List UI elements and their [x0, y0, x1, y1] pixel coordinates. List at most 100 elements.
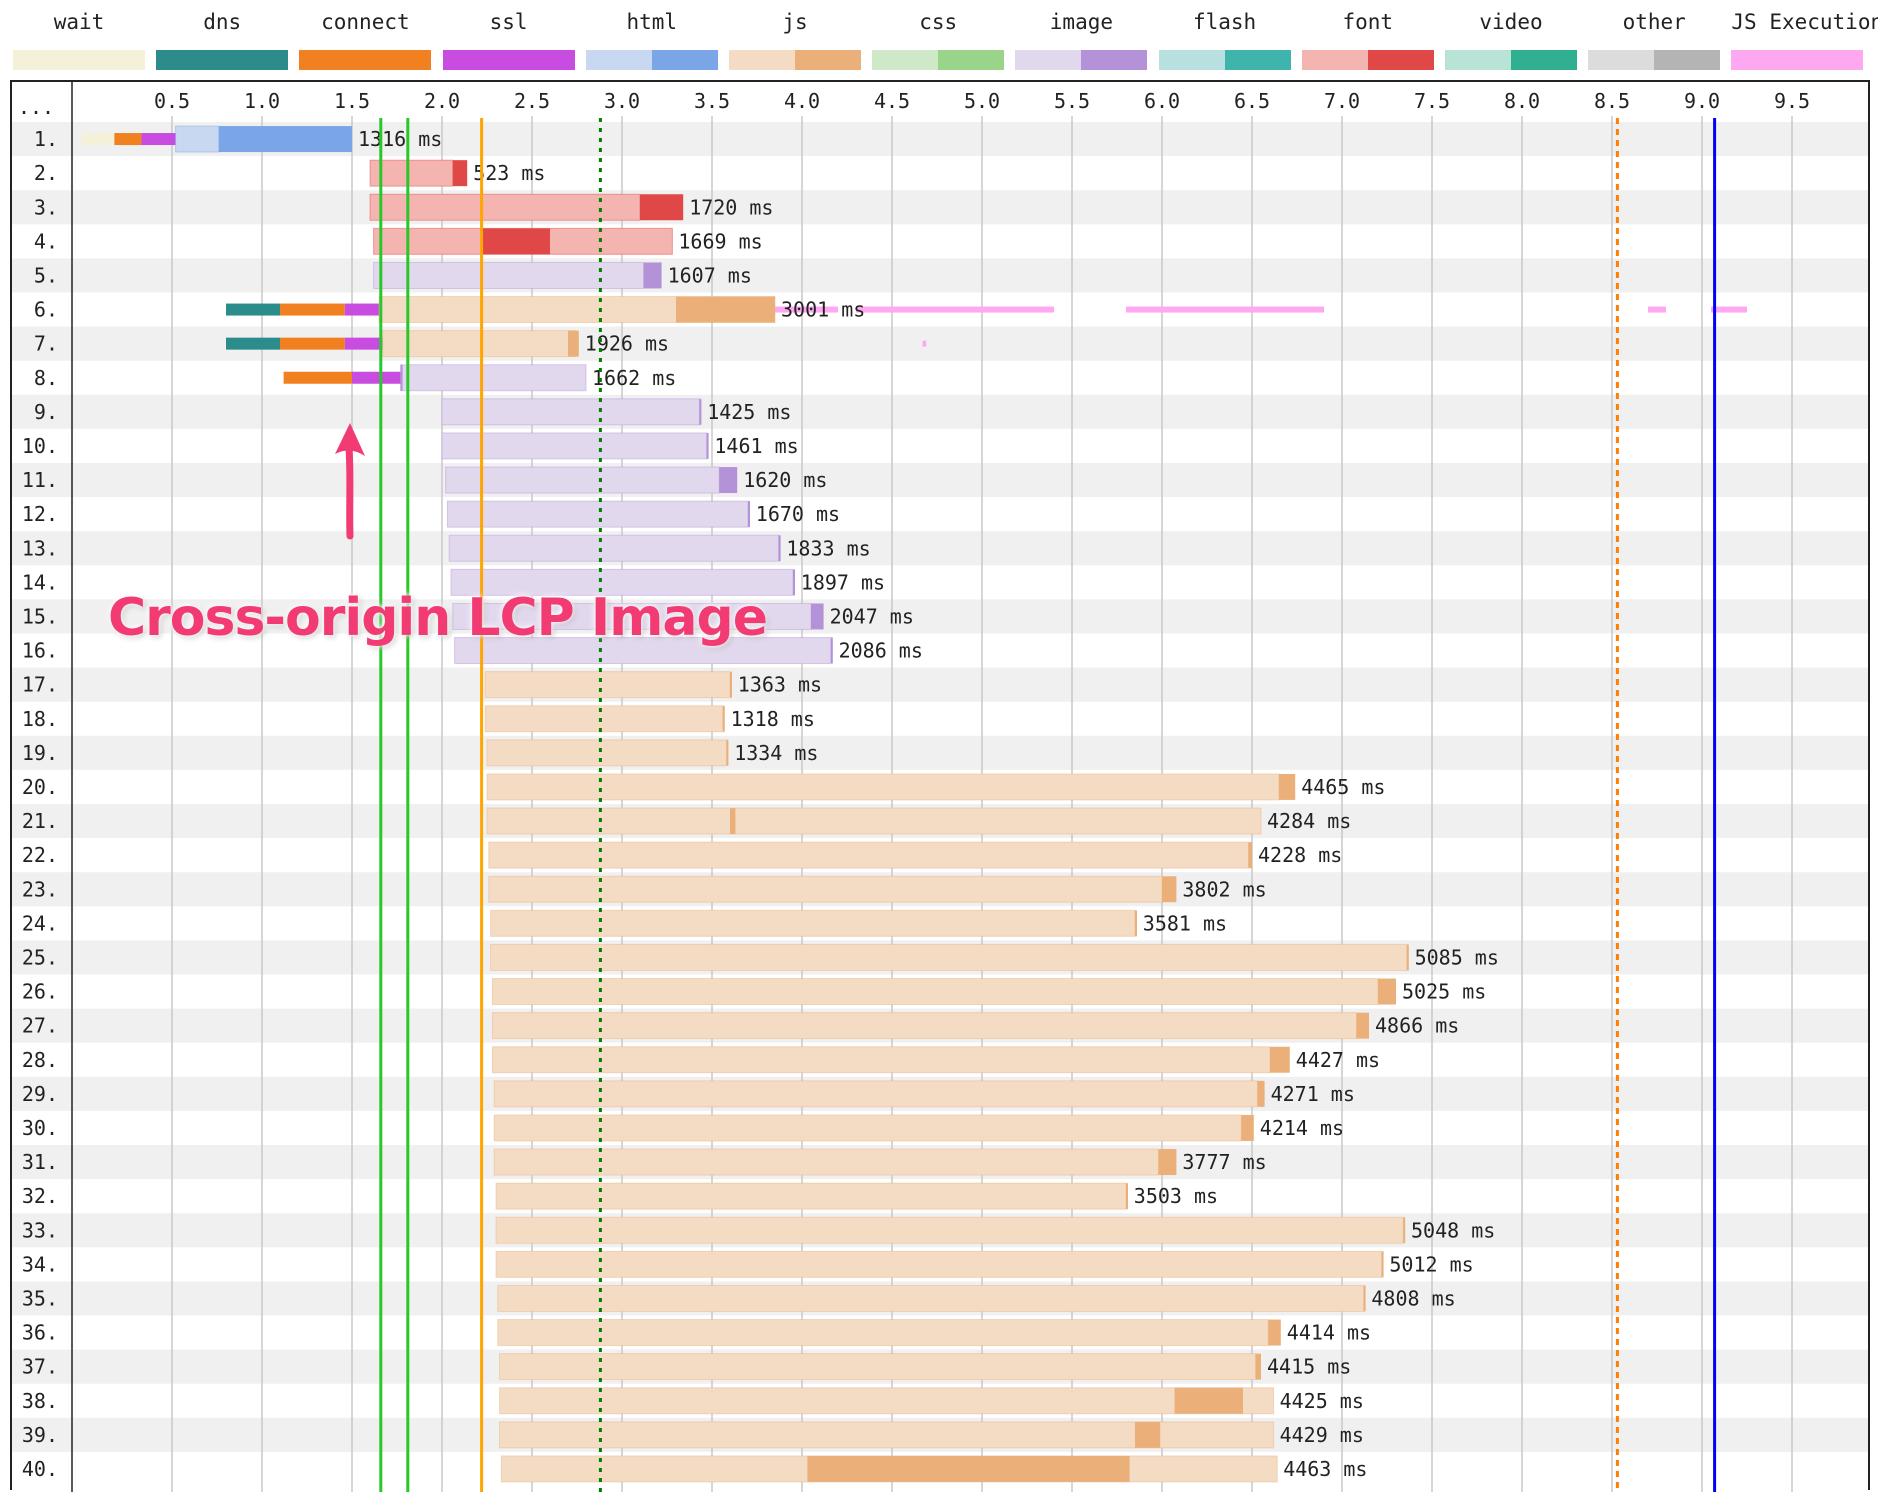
row-label: 24. — [22, 911, 58, 935]
download-segment — [748, 501, 750, 528]
legend: wait dns connect ssl html js css image flash font… — [0, 0, 1878, 72]
connect-segment — [283, 371, 352, 384]
row-label: 8. — [34, 366, 58, 390]
waterfall-svg: 0.5 1.0 1.5 2.0 2.5 3.0 3.5 4.0 4.5 5.0 5.5 6.0 6.5 7… — [12, 82, 1868, 1492]
bar-outline — [373, 227, 673, 255]
bar-outline — [491, 978, 1379, 1006]
row-label: 15. — [22, 604, 58, 628]
download-segment — [778, 535, 781, 562]
duration-label: 1461 ms — [714, 434, 798, 458]
row-label: 9. — [34, 400, 58, 424]
legend-label: dns — [203, 10, 242, 34]
duration-label: 1363 ms — [738, 673, 822, 697]
row-background — [12, 599, 1868, 634]
js-exec-segment — [922, 340, 927, 347]
annotation-arrow — [335, 423, 365, 540]
bar-outline — [488, 875, 1163, 903]
ttfb-segment — [382, 330, 576, 357]
duration-label: 4228 ms — [1258, 843, 1342, 867]
duration-label: 1926 ms — [585, 332, 669, 356]
ttfb-segment — [490, 944, 1407, 971]
ttfb-segment — [487, 739, 727, 766]
ssl-segment — [344, 303, 379, 316]
bar-outline — [493, 1114, 1242, 1142]
legend-item-dns: dns — [156, 6, 289, 70]
tick-label: 0.5 — [154, 89, 190, 113]
duration-label: 4808 ms — [1371, 1286, 1455, 1310]
ttfb-segment — [490, 910, 1136, 937]
download-segment — [1126, 1183, 1128, 1210]
js-exec-segment — [775, 306, 838, 313]
ttfb-segment — [492, 1012, 1357, 1039]
wait-segment — [82, 133, 115, 146]
download-segment — [1279, 773, 1296, 800]
bar-outline — [175, 125, 220, 153]
tick-label: 1.5 — [334, 89, 370, 113]
bar-outline — [486, 807, 1262, 835]
duration-label: 3001 ms — [781, 298, 865, 322]
ttfb-segment — [485, 671, 730, 698]
ttfb-segment — [454, 637, 831, 664]
duration-label: 4214 ms — [1260, 1116, 1344, 1140]
download-segment — [706, 432, 709, 459]
bar-outline — [452, 602, 812, 630]
duration-label: 1425 ms — [707, 400, 791, 424]
download-segment — [568, 330, 579, 357]
duration-label: 3503 ms — [1134, 1184, 1218, 1208]
bar-outline — [484, 671, 731, 699]
bar-outline — [369, 159, 454, 187]
legend-label: video — [1479, 10, 1543, 34]
bar-outline — [488, 841, 1249, 869]
bar-outline — [448, 534, 780, 562]
duration-label: 3777 ms — [1182, 1150, 1266, 1174]
js-exec-segment — [1648, 306, 1666, 313]
row-label: 21. — [22, 809, 58, 833]
duration-label: 5012 ms — [1389, 1252, 1473, 1276]
download-segment — [699, 398, 702, 425]
ttfb-segment — [496, 1251, 1382, 1278]
duration-label: 1833 ms — [786, 536, 870, 560]
connect-segment — [280, 303, 345, 316]
bar-outline — [493, 1080, 1258, 1108]
row-label: 26. — [22, 980, 58, 1004]
legend-label: css — [919, 10, 958, 34]
bar-outline — [493, 1148, 1159, 1176]
ttfb-segment — [442, 398, 700, 425]
tick-label: 3.5 — [694, 89, 730, 113]
row-label: 36. — [22, 1321, 58, 1345]
legend-swatch — [729, 50, 861, 70]
ttfb-segment — [496, 1217, 1404, 1244]
legend-item-css: css — [872, 6, 1005, 70]
download-segment — [481, 228, 550, 255]
tick-label: 8.5 — [1594, 89, 1630, 113]
legend-item-ssl: ssl — [442, 6, 575, 70]
bar-outline — [441, 432, 708, 460]
legend-swatch — [872, 50, 1005, 70]
download-segment — [1241, 1114, 1254, 1141]
bar-outline — [446, 500, 749, 528]
ttfb-segment — [487, 773, 1279, 800]
download-segment — [452, 160, 468, 187]
download-segment — [1406, 944, 1409, 971]
bar-outline — [499, 1421, 1275, 1449]
legend-label: connect — [321, 10, 410, 34]
duration-label: 4414 ms — [1287, 1321, 1371, 1345]
legend-item-video: video — [1445, 6, 1577, 70]
tick-label: 7.0 — [1324, 89, 1360, 113]
legend-swatch — [585, 50, 718, 70]
row-label: 22. — [22, 843, 58, 867]
tick-label: 9.0 — [1684, 89, 1720, 113]
duration-label: 4271 ms — [1271, 1082, 1355, 1106]
bar-outline — [369, 193, 641, 221]
row-label: 34. — [22, 1252, 58, 1276]
bar-outline — [499, 1353, 1257, 1381]
bar-outline — [500, 1455, 1278, 1483]
download-segment — [1381, 1251, 1384, 1278]
download-segment — [1257, 1080, 1265, 1107]
legend-swatch — [1731, 50, 1864, 70]
legend-label: flash — [1192, 10, 1257, 34]
duration-label: 1620 ms — [743, 468, 827, 492]
ttfb-segment — [445, 467, 720, 494]
row-label: 5. — [34, 263, 58, 287]
duration-label: 4465 ms — [1301, 775, 1385, 799]
